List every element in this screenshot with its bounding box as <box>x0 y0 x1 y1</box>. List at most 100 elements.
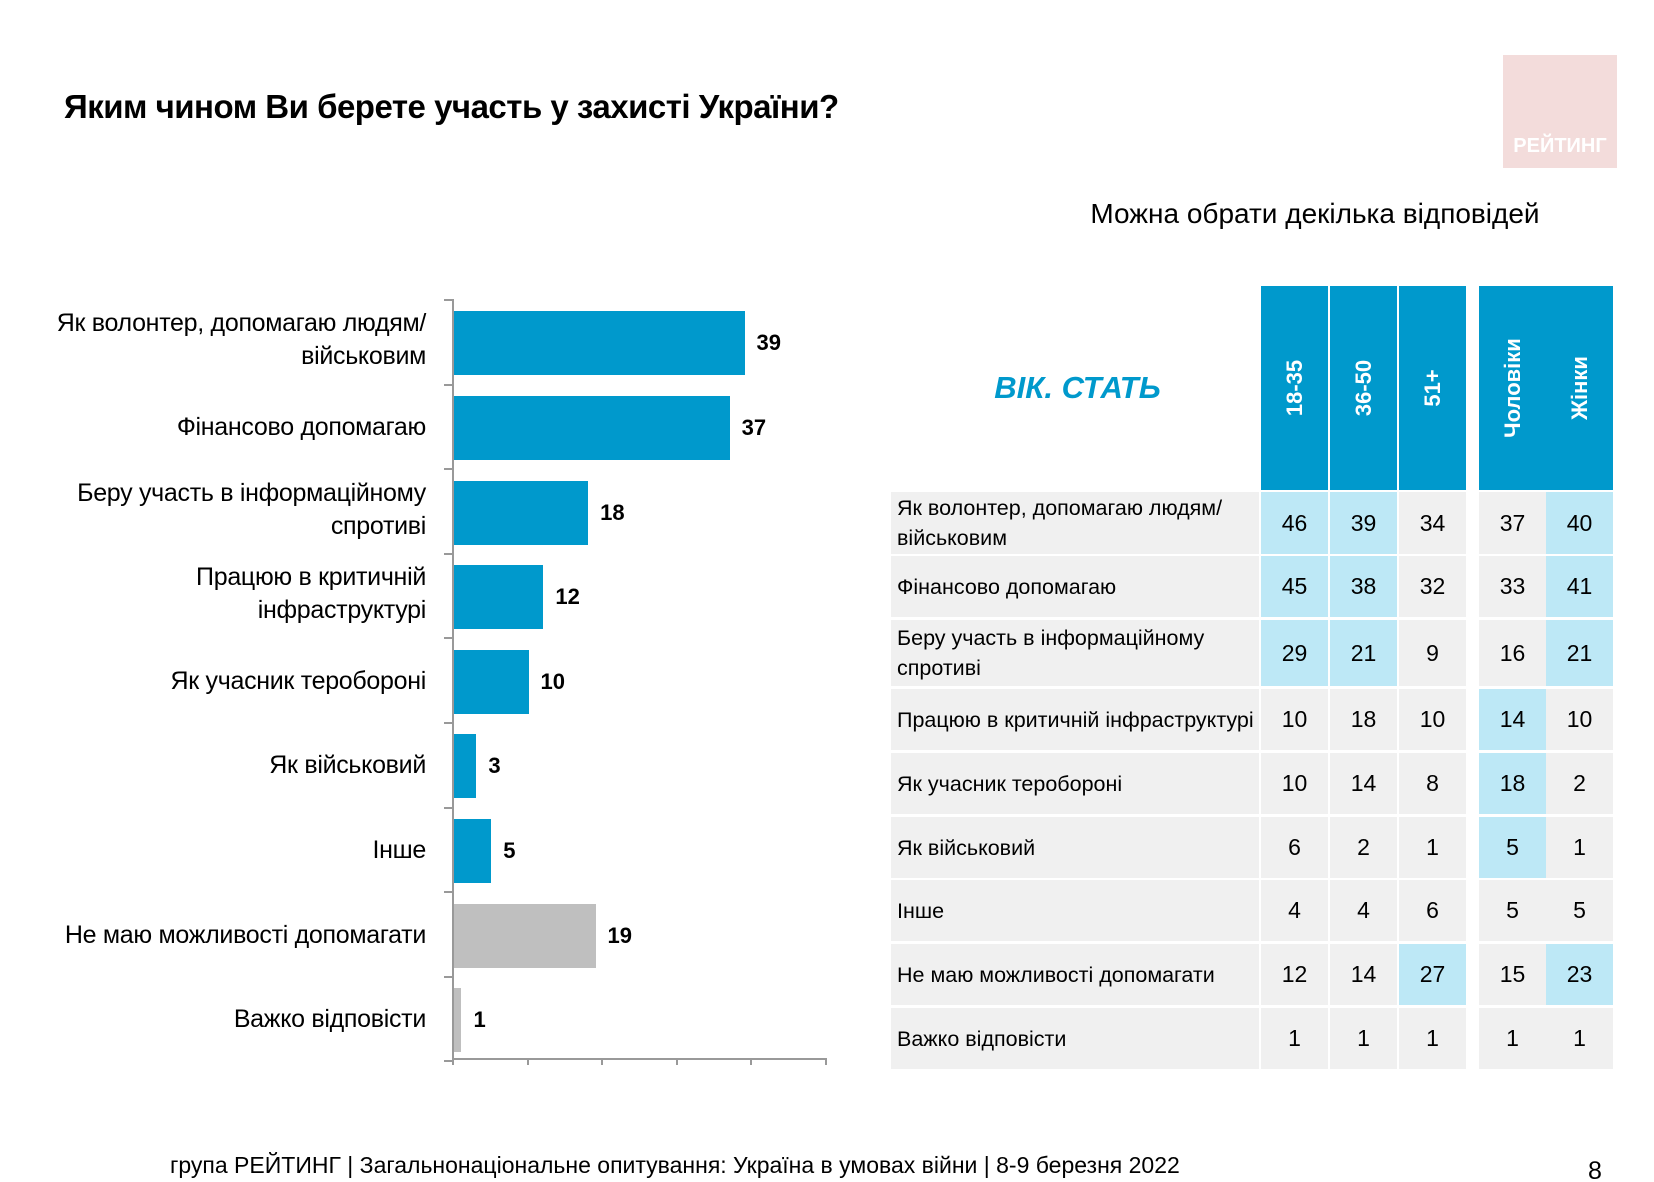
y-tick <box>444 891 452 894</box>
y-axis <box>452 299 454 1058</box>
table-cell: 5 <box>1546 880 1613 941</box>
table-cell: 46 <box>1261 492 1328 554</box>
row-label: Не маю можливості допомагати <box>891 944 1259 1005</box>
bar-value-label: 1 <box>473 1007 486 1033</box>
column-header: 18-35 <box>1261 286 1328 490</box>
bar-value-label: 10 <box>540 668 565 694</box>
y-tick <box>444 975 452 978</box>
table-cell: 14 <box>1330 753 1397 814</box>
table-cell: 34 <box>1399 492 1466 554</box>
table-cell: 10 <box>1546 689 1613 750</box>
table-cell: 1 <box>1546 817 1613 878</box>
group-header: ВІК. СТАТЬ <box>994 370 1161 405</box>
table-cell: 2 <box>1546 753 1613 814</box>
table-cell: 41 <box>1546 556 1613 617</box>
table-cell: 6 <box>1261 817 1328 878</box>
table-cell: 14 <box>1330 944 1397 1005</box>
table-cell: 38 <box>1330 556 1397 617</box>
table-cell: 18 <box>1330 689 1397 750</box>
page-title: Яким чином Ви берете участь у захисті Ук… <box>64 88 839 125</box>
y-tick <box>444 299 452 301</box>
table-cell: 1 <box>1330 1008 1397 1069</box>
table-cell: 1 <box>1546 1008 1613 1069</box>
row-label: Як волонтер, допомагаю людям/військовим <box>891 492 1259 554</box>
x-axis <box>452 1058 825 1060</box>
table-cell: 10 <box>1261 689 1328 750</box>
bar-value-label: 19 <box>607 922 633 948</box>
x-tick <box>824 1058 827 1065</box>
y-tick <box>444 383 452 386</box>
column-header: Чоловіки <box>1479 286 1546 490</box>
category-label: Важко відповісти <box>233 1005 426 1034</box>
x-tick <box>452 1058 454 1065</box>
y-tick <box>444 468 452 471</box>
logo-text: РЕЙТИНГ <box>1513 135 1607 157</box>
x-tick <box>750 1058 752 1065</box>
bar-value-label: 3 <box>488 753 501 779</box>
y-tick <box>444 552 452 555</box>
table-cell: 18 <box>1479 753 1546 814</box>
table-cell: 37 <box>1479 492 1546 554</box>
x-tick <box>526 1058 529 1065</box>
category-label: Як волонтер, допомагаю людям/військовим <box>56 309 427 371</box>
column-header: 36-50 <box>1330 286 1397 490</box>
y-tick <box>444 806 452 809</box>
column-header: 51+ <box>1399 286 1466 490</box>
table-cell: 5 <box>1479 880 1546 941</box>
y-tick <box>444 637 452 640</box>
table-cell: 40 <box>1546 492 1613 554</box>
x-tick <box>601 1058 603 1065</box>
bar <box>454 649 529 714</box>
table-cell: 45 <box>1261 556 1328 617</box>
bar-value-label: 18 <box>600 499 625 525</box>
category-label: Фінансово допомагаю <box>176 412 426 441</box>
row-label: Інше <box>891 880 1259 941</box>
row-label: Як учасник теробороні <box>891 753 1259 814</box>
bar <box>454 988 462 1053</box>
category-label: Інше <box>372 835 426 864</box>
table-cell: 12 <box>1261 944 1328 1005</box>
table-cell: 6 <box>1399 880 1466 941</box>
table-cell: 10 <box>1399 689 1466 750</box>
rating-logo: РЕЙТИНГ <box>1503 55 1617 168</box>
bar <box>454 903 596 968</box>
footer-source: група РЕЙТИНГ | Загальнонаціональне опит… <box>170 1152 1180 1178</box>
row-label: Як військовий <box>891 817 1259 878</box>
table-cell: 10 <box>1261 753 1328 814</box>
table-cell: 32 <box>1399 556 1466 617</box>
table-cell: 2 <box>1330 817 1397 878</box>
table-cell: 29 <box>1261 620 1328 686</box>
column-header-label: 36-50 <box>1350 359 1376 417</box>
table-cell: 8 <box>1399 753 1466 814</box>
category-label: Не маю можливості допомагати <box>64 920 426 949</box>
category-label: Працюю в критичній інфраструктурі <box>196 563 426 625</box>
table-cell: 33 <box>1479 556 1546 617</box>
column-header-label: 51+ <box>1419 369 1445 407</box>
page-number: 8 <box>1588 1157 1602 1182</box>
table-cell: 23 <box>1546 944 1613 1005</box>
row-label: Фінансово допомагаю <box>891 556 1259 617</box>
table-cell: 4 <box>1330 880 1397 941</box>
bar <box>454 818 492 883</box>
table-cell: 9 <box>1399 620 1466 686</box>
bar-value-label: 12 <box>555 584 580 610</box>
column-header-label: Жінки <box>1566 356 1592 420</box>
table-cell: 4 <box>1261 880 1328 941</box>
table-cell: 14 <box>1479 689 1546 750</box>
category-label: Як учасник теробороні <box>170 666 427 695</box>
category-label: Беру участь в інформаційному спротиві <box>77 478 426 540</box>
row-label: Важко відповісти <box>891 1008 1259 1069</box>
bar-value-label: 37 <box>741 414 767 440</box>
table-cell: 5 <box>1479 817 1546 878</box>
column-header-label: Чоловіки <box>1499 338 1525 438</box>
column-header-label: 18-35 <box>1281 359 1307 417</box>
table-cell: 21 <box>1330 620 1397 686</box>
x-tick <box>675 1058 678 1065</box>
column-header: Жінки <box>1546 286 1613 490</box>
table-cell: 15 <box>1479 944 1546 1005</box>
table-cell: 27 <box>1399 944 1466 1005</box>
category-label: Як військовий <box>269 751 426 780</box>
bar <box>454 311 745 376</box>
bar <box>454 480 589 545</box>
